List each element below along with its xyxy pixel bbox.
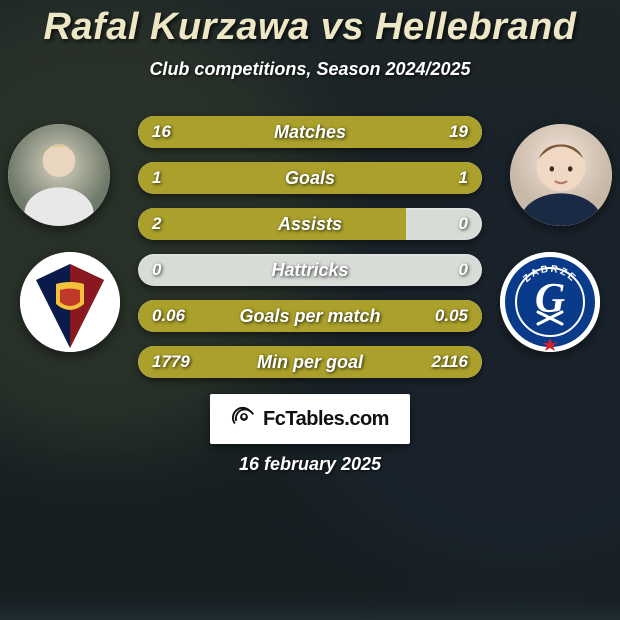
svg-text:G: G [535, 276, 565, 322]
player-right-avatar [510, 124, 612, 226]
club-left-badge [20, 252, 120, 352]
comparison-card: Rafal Kurzawa vs Hellebrand Club competi… [0, 0, 620, 580]
stat-row: 1779 Min per goal 2116 [138, 346, 482, 378]
stat-rows: 16 Matches 19 1 Goals 1 2 Assists 0 [138, 116, 482, 392]
football-icon [231, 404, 257, 435]
stat-label: Hattricks [138, 254, 482, 286]
watermark-text: FcTables.com [263, 408, 389, 431]
player-left-avatar [8, 124, 110, 226]
stat-row: 2 Assists 0 [138, 208, 482, 240]
club-right-badge: ZABRZE G [500, 252, 600, 352]
date-text: 16 february 2025 [0, 454, 620, 475]
stat-value-right: 0 [459, 208, 468, 240]
stat-label: Matches [138, 116, 482, 148]
stat-value-right: 0 [459, 254, 468, 286]
page-title: Rafal Kurzawa vs Hellebrand [0, 0, 620, 49]
stat-row: 1 Goals 1 [138, 162, 482, 194]
subtitle: Club competitions, Season 2024/2025 [0, 59, 620, 80]
stat-label: Goals per match [138, 300, 482, 332]
stat-row: 0.06 Goals per match 0.05 [138, 300, 482, 332]
stat-value-right: 19 [449, 116, 468, 148]
stat-row: 0 Hattricks 0 [138, 254, 482, 286]
stat-value-right: 1 [459, 162, 468, 194]
stat-value-right: 2116 [431, 346, 468, 378]
stat-label: Assists [138, 208, 482, 240]
stat-row: 16 Matches 19 [138, 116, 482, 148]
stat-label: Goals [138, 162, 482, 194]
stat-value-right: 0.05 [435, 300, 468, 332]
watermark: FcTables.com [210, 394, 410, 444]
